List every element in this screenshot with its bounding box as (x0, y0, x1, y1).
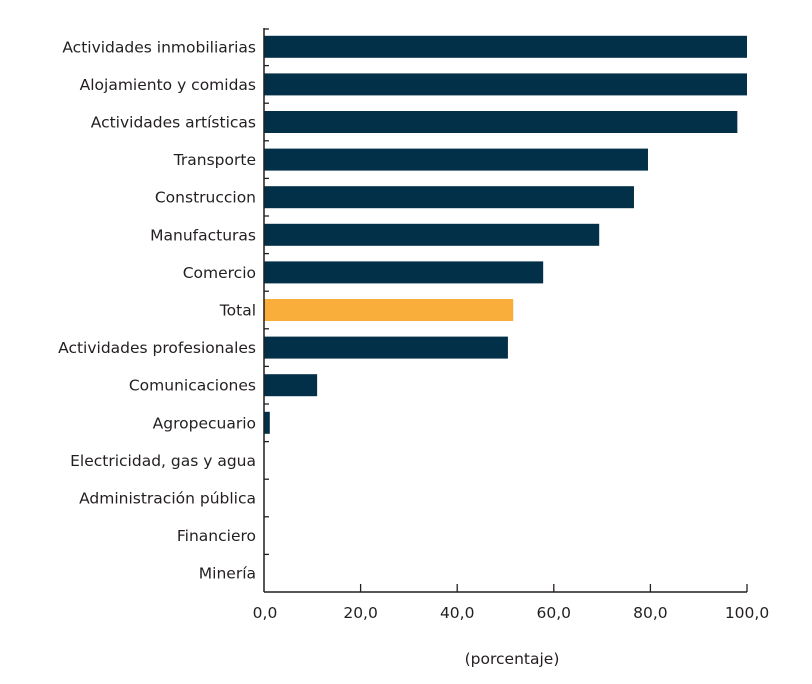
bar-actividades-profesionales (264, 336, 508, 359)
bar-total (264, 299, 514, 321)
bar-comercio (264, 261, 544, 284)
bar-construccion (264, 186, 634, 209)
bar-comunicaciones (264, 374, 318, 397)
bars-group (264, 35, 747, 434)
category-label-administracion-publica: Administración pública (79, 490, 256, 508)
bar-transporte (264, 148, 648, 171)
category-label-electricidad-gas-y-agua: Electricidad, gas y agua (70, 452, 256, 470)
bar-actividades-artisticas (264, 111, 738, 133)
bar-agropecuario (264, 411, 270, 434)
category-label-financiero: Financiero (177, 527, 256, 545)
category-label-alojamiento-y-comidas: Alojamiento y comidas (80, 76, 256, 94)
x-tick-label: 0,0 (253, 604, 278, 622)
category-label-comercio: Comercio (183, 264, 256, 282)
bar-alojamiento-y-comidas (264, 73, 747, 96)
category-label-total: Total (219, 302, 256, 320)
x-tick-label: 60,0 (537, 604, 572, 622)
x-tick-labels: 0,0 20,0 40,0 60,0 80,0 100,0 (253, 604, 770, 622)
category-label-manufacturas: Manufacturas (150, 226, 256, 244)
category-label-actividades-inmobiliarias: Actividades inmobiliarias (62, 38, 256, 56)
category-label-actividades-profesionales: Actividades profesionales (58, 339, 256, 357)
category-label-transporte: Transporte (173, 151, 256, 169)
bar-actividades-inmobiliarias (264, 35, 747, 58)
x-tick-label: 80,0 (633, 604, 668, 622)
category-label-agropecuario: Agropecuario (153, 414, 256, 432)
category-labels: Actividades inmobiliarias Alojamiento y c… (58, 38, 256, 582)
category-label-actividades-artisticas: Actividades artísticas (91, 114, 256, 132)
axes (263, 28, 748, 593)
x-axis-label: (porcentaje) (465, 650, 560, 668)
x-tick-label: 20,0 (343, 604, 378, 622)
x-tick-label: 100,0 (725, 604, 769, 622)
category-label-construccion: Construccion (155, 189, 256, 207)
category-label-mineria: Minería (199, 565, 256, 583)
x-tick-label: 40,0 (440, 604, 475, 622)
category-label-comunicaciones: Comunicaciones (129, 377, 256, 395)
bar-manufacturas (264, 223, 600, 246)
